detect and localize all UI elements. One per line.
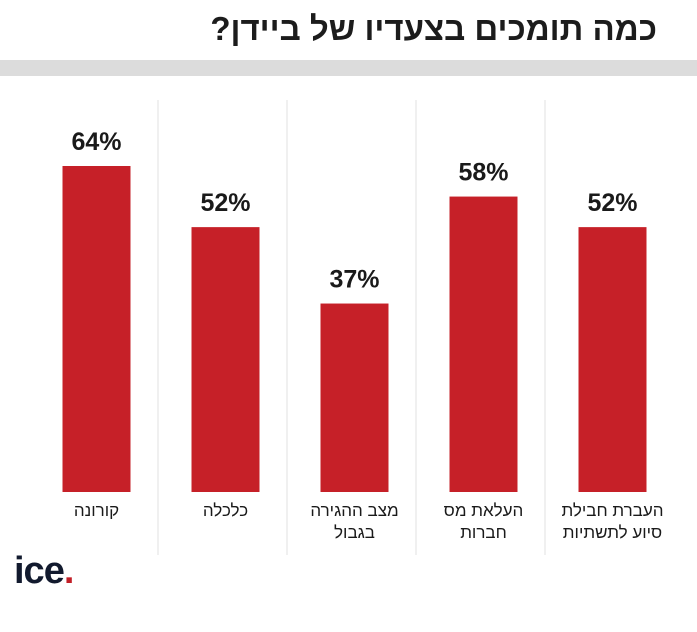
bar: [62, 166, 131, 492]
category-label: קורונה: [74, 501, 119, 520]
category-label: מצב ההגירה: [310, 501, 398, 520]
category-label: בגבול: [334, 523, 375, 542]
bar: [578, 227, 647, 492]
category-label: העלאת מס: [444, 501, 524, 520]
category-label: העברת חבילת: [561, 501, 663, 520]
category-label: כלכלה: [203, 501, 248, 520]
value-label: 64%: [71, 128, 121, 156]
value-label: 52%: [587, 189, 637, 217]
value-label: 58%: [458, 159, 508, 187]
bar: [449, 196, 518, 492]
bar: [320, 303, 389, 492]
chart-title: כמה תומכים בצעדיו של ביידן?: [210, 10, 657, 47]
title-divider: [0, 60, 697, 76]
ice-logo: ice.: [14, 550, 74, 592]
bar: [191, 227, 260, 492]
value-label: 37%: [329, 266, 379, 294]
value-label: 52%: [200, 189, 250, 217]
category-label: חברות: [460, 523, 507, 542]
category-label: סיוע לתשתיות: [563, 523, 662, 542]
